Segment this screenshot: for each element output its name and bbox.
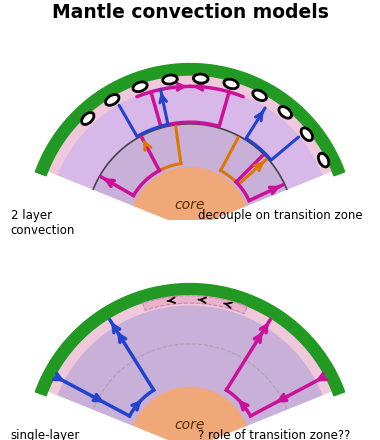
Ellipse shape <box>224 79 238 89</box>
Polygon shape <box>57 85 323 189</box>
Text: core: core <box>175 198 205 213</box>
Text: Mantle convection models: Mantle convection models <box>52 3 328 22</box>
Ellipse shape <box>82 113 94 125</box>
Polygon shape <box>93 124 287 205</box>
Ellipse shape <box>318 153 329 167</box>
Text: core: core <box>175 418 205 433</box>
Polygon shape <box>48 295 332 394</box>
Ellipse shape <box>301 128 313 141</box>
Ellipse shape <box>279 106 291 118</box>
Text: 2 layer
convection: 2 layer convection <box>11 209 75 237</box>
Ellipse shape <box>163 75 177 84</box>
Ellipse shape <box>133 82 147 92</box>
Polygon shape <box>57 305 323 425</box>
Ellipse shape <box>106 95 119 105</box>
Ellipse shape <box>253 90 266 101</box>
Polygon shape <box>48 75 332 174</box>
Polygon shape <box>133 166 247 228</box>
Polygon shape <box>143 296 247 314</box>
Text: ? role of transition zone??: ? role of transition zone?? <box>198 429 350 440</box>
Polygon shape <box>133 386 247 440</box>
Text: single-layer
convection: single-layer convection <box>11 429 80 440</box>
Ellipse shape <box>193 74 208 83</box>
Text: decouple on transition zone: decouple on transition zone <box>198 209 363 222</box>
Polygon shape <box>35 63 345 176</box>
Polygon shape <box>35 283 345 396</box>
